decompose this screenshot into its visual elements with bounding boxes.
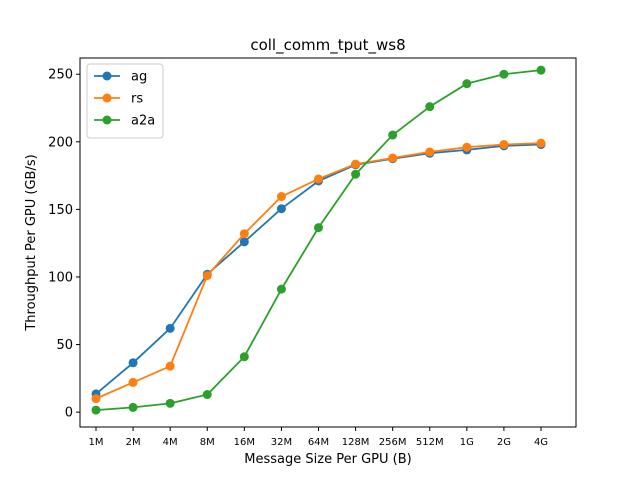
data-point-ag: [165, 323, 175, 333]
data-point-a2a: [536, 65, 546, 75]
data-point-rs: [202, 271, 212, 281]
y-tick-label: 150: [48, 203, 73, 218]
data-point-rs: [91, 394, 101, 404]
y-axis: 0 50 100 150 200 250: [48, 68, 80, 421]
y-tick-label: 0: [65, 406, 73, 421]
y-tick-label: 250: [48, 68, 73, 83]
data-point-rs: [536, 138, 546, 148]
data-point-a2a: [462, 79, 472, 89]
legend-label: rs: [131, 92, 143, 107]
data-point-a2a: [128, 402, 138, 412]
x-tick-label: 256M: [379, 437, 407, 448]
data-point-ag: [276, 204, 286, 214]
data-point-rs: [388, 153, 398, 163]
x-tick-label: 64M: [308, 437, 329, 448]
x-tick-label: 1G: [460, 437, 474, 448]
x-axis-title: Message Size Per GPU (B): [244, 452, 411, 467]
plot-area: [91, 65, 546, 415]
data-point-a2a: [425, 102, 435, 112]
y-tick-label: 100: [48, 270, 73, 285]
data-point-a2a: [202, 390, 212, 400]
data-point-a2a: [91, 405, 101, 415]
x-tick-label: 2G: [497, 437, 511, 448]
data-point-rs: [276, 192, 286, 202]
legend-label: a2a: [131, 114, 155, 129]
x-tick-label: 4G: [534, 437, 548, 448]
series-a2a: [91, 65, 546, 415]
legend-marker: [102, 115, 112, 125]
data-point-rs: [499, 140, 509, 150]
x-tick-label: 512M: [416, 437, 444, 448]
series-rs: [91, 138, 546, 404]
axes-frame: [79, 57, 577, 428]
legend-marker: [102, 93, 112, 103]
x-tick-label: 4M: [163, 437, 178, 448]
legend-item-a2a: a2a: [94, 114, 155, 129]
legend-label: ag: [131, 70, 147, 85]
data-point-a2a: [351, 169, 361, 179]
x-tick-label: 16M: [234, 437, 255, 448]
x-tick-label: 1M: [89, 437, 104, 448]
y-tick-label: 50: [56, 338, 73, 353]
data-point-rs: [462, 142, 472, 152]
legend-marker: [102, 71, 112, 81]
x-tick-label: 2M: [126, 437, 141, 448]
x-tick-label: 8M: [200, 437, 215, 448]
y-tick-label: 200: [48, 135, 73, 150]
data-point-rs: [128, 377, 138, 387]
x-tick-label: 32M: [271, 437, 292, 448]
legend: ag rs a2a: [86, 63, 164, 139]
data-point-a2a: [165, 398, 175, 408]
data-point-rs: [165, 361, 175, 371]
x-axis: 1M 2M 4M 8M 16M 32M 64M 128M 256M 512M 1G 2G 4G: [89, 427, 548, 448]
data-point-a2a: [499, 69, 509, 79]
data-point-rs: [351, 159, 361, 169]
legend-item-rs: rs: [94, 92, 143, 107]
data-point-rs: [239, 229, 249, 239]
data-point-a2a: [276, 284, 286, 294]
y-axis-title: Throughput Per GPU (GB/s): [24, 154, 39, 331]
data-point-rs: [314, 174, 323, 184]
data-point-rs: [425, 147, 435, 157]
legend-item-ag: ag: [94, 70, 147, 85]
data-point-a2a: [314, 223, 323, 233]
data-point-a2a: [239, 352, 249, 362]
x-tick-label: 128M: [342, 437, 370, 448]
data-point-a2a: [388, 130, 398, 140]
chart-title: coll_comm_tput_ws8: [250, 36, 405, 55]
data-point-ag: [239, 237, 249, 247]
data-point-ag: [128, 358, 138, 368]
